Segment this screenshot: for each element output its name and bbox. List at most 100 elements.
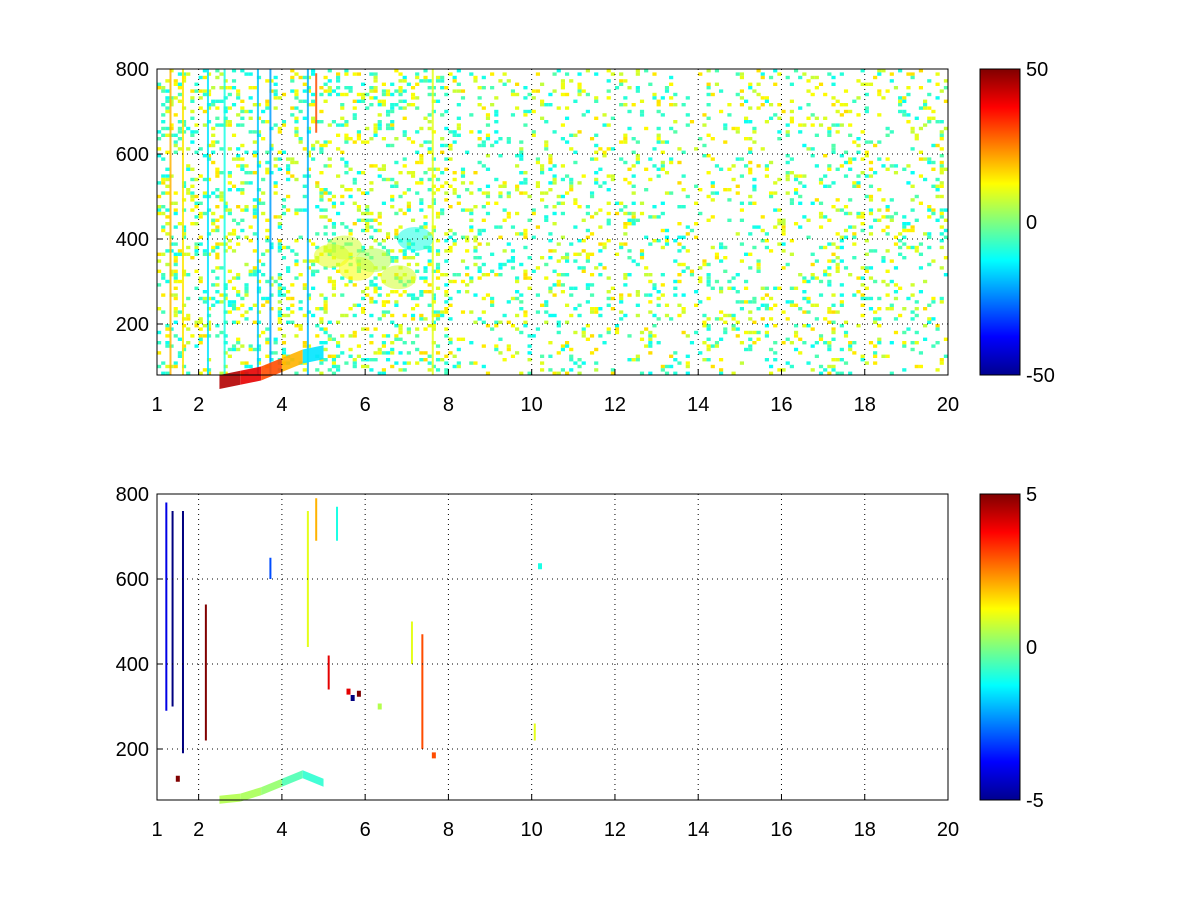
- heatmap-cell: [477, 242, 482, 246]
- heatmap-cell: [219, 147, 224, 151]
- heatmap-cell: [219, 371, 224, 375]
- heatmap-cell: [573, 259, 578, 263]
- heatmap-cell: [194, 82, 199, 86]
- heatmap-cell: [606, 218, 611, 222]
- heatmap-cell: [652, 205, 657, 209]
- heatmap-cell: [173, 259, 178, 263]
- heatmap-cell: [477, 317, 482, 321]
- heatmap-cell: [435, 215, 441, 219]
- heatmap-cell: [169, 174, 174, 178]
- heatmap-cell: [306, 174, 312, 178]
- heatmap-cell: [602, 242, 607, 246]
- heatmap-cell: [918, 351, 924, 355]
- heatmap-cell: [631, 211, 636, 216]
- heatmap-cell: [431, 293, 436, 297]
- heatmap-cell: [706, 337, 711, 341]
- heatmap-cell: [856, 96, 861, 100]
- heatmap-cell: [190, 167, 195, 171]
- heatmap-cell: [473, 239, 478, 243]
- x-tick-label: 6: [360, 819, 371, 841]
- heatmap-cell: [723, 123, 728, 127]
- heatmap-cell: [802, 324, 807, 328]
- heatmap-cell: [415, 130, 420, 134]
- heatmap-cell: [331, 225, 337, 229]
- heatmap-cell: [323, 303, 328, 307]
- heatmap-cell: [540, 191, 545, 195]
- heatmap-cell: [635, 72, 640, 76]
- heatmap-cell: [431, 130, 436, 134]
- heatmap-cell: [827, 184, 832, 188]
- heatmap-cell: [560, 164, 565, 168]
- heatmap-cell: [544, 310, 549, 314]
- heatmap-cell: [161, 293, 166, 297]
- heatmap-cell: [485, 273, 491, 277]
- heatmap-cell: [598, 262, 603, 267]
- heatmap-cell: [827, 164, 832, 168]
- heatmap-cell: [623, 232, 628, 236]
- heatmap-cell: [448, 296, 453, 301]
- heatmap-cell: [481, 228, 486, 233]
- heatmap-cell: [781, 232, 786, 236]
- heatmap-cell: [186, 164, 191, 168]
- heatmap-cell: [319, 171, 324, 175]
- heatmap-cell: [398, 225, 403, 229]
- heatmap-cell: [685, 123, 690, 127]
- heatmap-cell: [161, 89, 166, 93]
- heatmap-cell: [377, 371, 382, 375]
- heatmap-cell: [810, 368, 815, 372]
- heatmap-cell: [839, 103, 844, 107]
- heatmap-cell: [202, 75, 207, 80]
- heatmap-cell: [577, 205, 582, 209]
- heatmap-cell: [369, 181, 374, 185]
- heatmap-cell: [498, 262, 503, 267]
- heatmap-cell: [831, 205, 836, 209]
- heatmap-cell: [569, 147, 574, 151]
- heatmap-cell: [440, 150, 445, 154]
- heatmap-cell: [236, 307, 241, 311]
- heatmap-cell: [206, 143, 212, 148]
- heatmap-cell: [689, 341, 695, 345]
- heatmap-cell: [356, 344, 361, 348]
- heatmap-cell: [315, 269, 320, 273]
- heatmap-cell: [194, 130, 199, 134]
- heatmap-cell: [398, 293, 403, 297]
- heatmap-cell: [735, 273, 740, 277]
- heatmap-cell: [390, 184, 395, 188]
- heatmap-cell: [311, 286, 316, 290]
- heatmap-cell: [710, 215, 715, 219]
- heatmap-cell: [689, 228, 695, 233]
- heatmap-cell: [789, 120, 794, 124]
- heatmap-cell: [294, 262, 299, 267]
- heatmap-cell: [918, 69, 924, 73]
- heatmap-cell: [639, 256, 645, 260]
- heatmap-cell: [394, 228, 399, 233]
- heatmap-cell: [423, 358, 428, 362]
- heatmap-cell: [190, 116, 195, 120]
- heatmap-segment: [410, 621, 413, 664]
- heatmap-cell: [431, 109, 436, 114]
- heatmap-cell: [656, 341, 661, 345]
- heatmap-cell: [173, 140, 178, 144]
- heatmap-cell: [594, 347, 599, 352]
- heatmap-cell: [731, 126, 736, 131]
- heatmap-cell: [336, 364, 341, 369]
- heatmap-cell: [394, 259, 399, 263]
- heatmap-cell: [544, 191, 549, 195]
- heatmap-cell: [798, 225, 803, 229]
- heatmap-cell: [760, 239, 765, 243]
- heatmap-cell: [639, 211, 645, 216]
- heatmap-cell: [627, 181, 632, 185]
- heatmap-cell: [544, 320, 549, 324]
- heatmap-cell: [581, 266, 586, 270]
- heatmap-cell: [548, 92, 553, 97]
- heatmap-cell: [373, 286, 378, 290]
- heatmap-cell: [165, 364, 170, 369]
- heatmap-cell: [556, 106, 561, 110]
- heatmap-cell: [360, 296, 366, 301]
- heatmap-cell: [731, 327, 736, 331]
- heatmap-cell: [856, 276, 861, 280]
- heatmap-cell: [623, 225, 628, 229]
- heatmap-cell: [256, 75, 262, 80]
- heatmap-cell: [202, 252, 207, 256]
- heatmap-cell: [910, 347, 915, 352]
